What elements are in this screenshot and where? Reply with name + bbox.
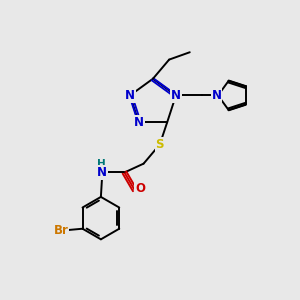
Text: N: N <box>171 89 181 102</box>
Text: N: N <box>212 89 221 102</box>
Text: O: O <box>135 182 145 195</box>
Text: N: N <box>125 89 135 102</box>
Text: N: N <box>98 166 107 179</box>
Text: H: H <box>97 159 105 169</box>
Text: S: S <box>155 138 164 151</box>
Text: Br: Br <box>54 224 68 237</box>
Text: N: N <box>134 116 144 129</box>
